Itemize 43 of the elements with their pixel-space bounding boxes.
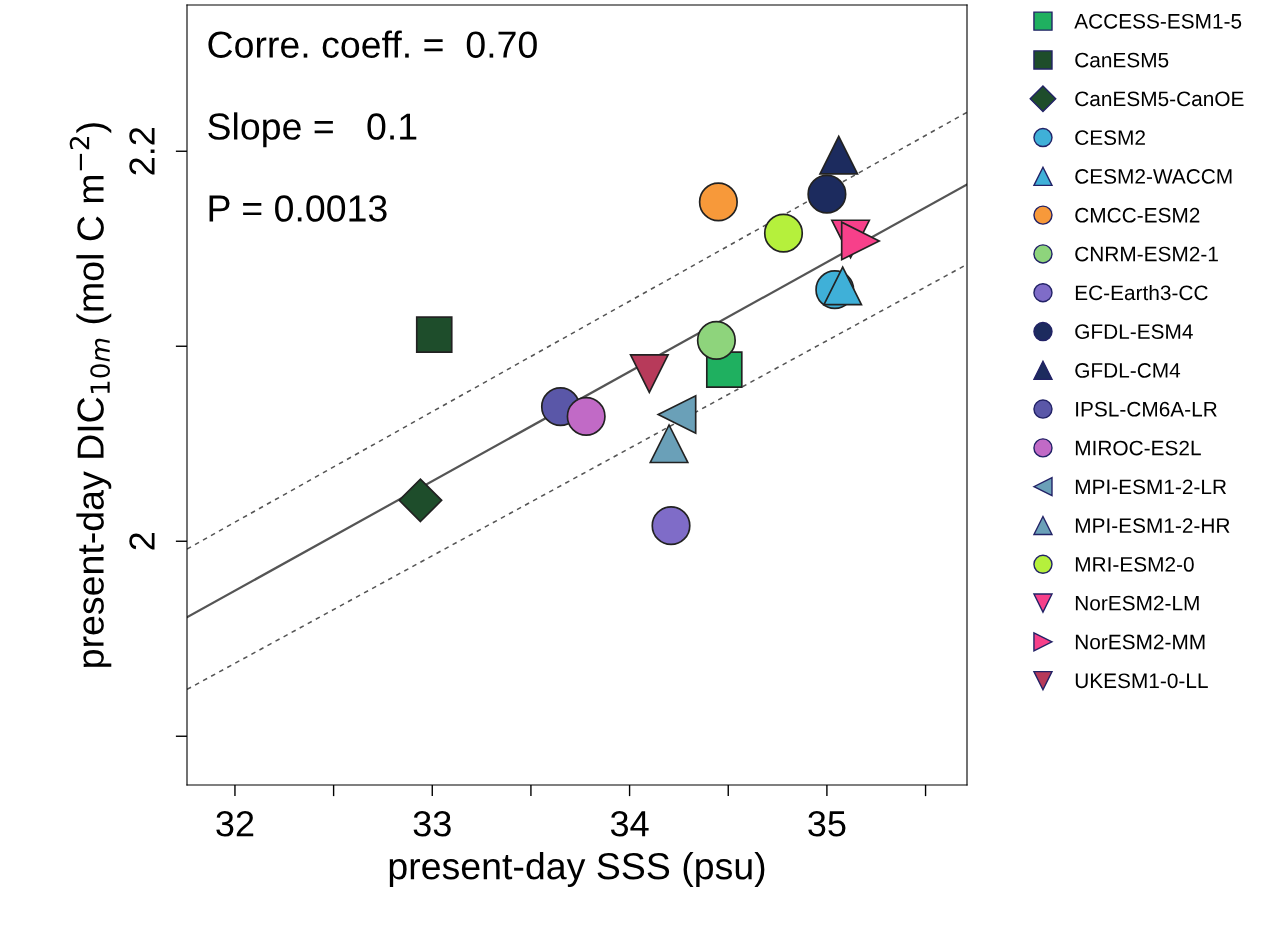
legend-label: IPSL-CM6A-LR — [1076, 401, 1217, 417]
legend-label: CNRM-ESM2-1 — [1075, 246, 1218, 262]
legend-label: CanESM5-CanOE — [1075, 91, 1244, 107]
legend-label: ACCESS-ESM1-5 — [1074, 13, 1242, 29]
legend-label: EC-Earth3-CC — [1075, 284, 1208, 301]
x-tick-label: 33 — [413, 810, 451, 837]
point — [415, 316, 453, 353]
legend-label: CMCC-ESM2 — [1075, 207, 1200, 223]
point — [763, 213, 804, 253]
y-tick-label: 2.2 — [129, 127, 155, 175]
point — [840, 221, 881, 261]
point — [823, 266, 863, 306]
point — [698, 182, 738, 222]
point — [657, 394, 697, 435]
y-tick-label: 2 — [129, 533, 155, 550]
annotation: Slope = 0.1 — [208, 112, 417, 148]
legend-label: MPI-ESM1-2-HR — [1075, 518, 1230, 533]
legend-label: CESM2-WACCM — [1075, 169, 1232, 184]
point — [807, 174, 847, 214]
legend-label: NorESM2-LM — [1075, 595, 1199, 611]
legend-label: MPI-ESM1-2-LR — [1075, 479, 1227, 495]
point — [649, 424, 689, 464]
x-tick-label: 32 — [216, 810, 254, 837]
point — [651, 506, 691, 546]
x-tick-label: 35 — [808, 810, 846, 837]
x-tick-label: 34 — [610, 810, 649, 837]
legend-label: CESM2 — [1075, 130, 1145, 146]
point — [566, 396, 606, 437]
y-axis-title: present-day DIC$_{10m}$ (mol C m$^{−2}$) — [69, 123, 112, 667]
legend-label: UKESM1-0-LL — [1075, 673, 1208, 689]
point — [629, 353, 669, 394]
legend-label: MIROC-ES2L — [1075, 440, 1201, 456]
legend-label: GFDL-CM4 — [1075, 363, 1181, 378]
point — [696, 320, 736, 360]
legend-label: GFDL-ESM4 — [1075, 324, 1193, 339]
point — [819, 135, 859, 175]
point — [398, 478, 443, 523]
legend-label: NorESM2-MM — [1075, 634, 1205, 650]
legend-label: CanESM5 — [1075, 52, 1169, 68]
x-axis-title: present-day SSS (psu) — [389, 852, 765, 887]
annotation: Corre. coeff. = 0.70 — [208, 30, 537, 58]
annotation: P = 0.0013 — [209, 195, 387, 222]
legend-label: MRI-ESM2-0 — [1075, 557, 1194, 572]
